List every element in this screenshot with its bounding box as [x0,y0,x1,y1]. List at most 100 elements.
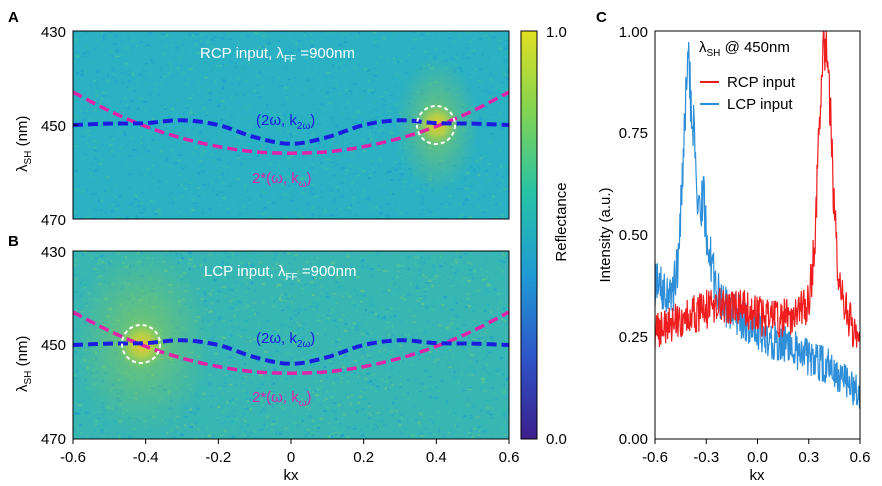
heatmap-noise-cell [287,114,292,117]
heatmap-noise-cell [259,411,263,414]
heatmap-noise-cell [411,388,413,391]
heatmap-noise-cell [273,87,276,90]
heatmap-noise-cell [89,107,92,109]
heatmap-noise-cell [179,165,182,168]
heatmap-noise-cell [391,325,394,328]
heatmap-noise-cell [350,208,353,211]
heatmap-noise-cell [284,427,288,430]
heatmap-noise-cell [247,105,250,107]
heatmap-noise-cell [289,291,292,294]
heatmap-noise-cell [361,256,364,258]
heatmap-noise-cell [109,193,111,196]
heatmap-noise-cell [262,71,266,73]
heatmap-noise-cell [507,169,509,172]
heatmap-noise-cell [210,268,215,270]
heatmap-noise-cell [255,375,258,377]
heatmap-noise-cell [355,269,358,272]
heatmap-noise-cell [279,298,282,300]
heatmap-noise-cell [497,198,499,201]
heatmap-noise-cell [399,433,402,435]
heatmap-noise-cell [331,162,335,164]
heatmap-noise-cell [267,272,270,274]
heatmap-noise-cell [82,152,86,155]
heatmap-noise-cell [506,255,509,257]
heatmap-noise-cell [390,369,393,371]
heatmap-noise-cell [403,181,407,183]
heatmap-noise-cell [370,311,375,314]
heatmap-noise-cell [300,145,305,148]
heatmap-noise-cell [378,184,381,187]
heatmap-noise-cell [111,69,115,71]
heatmap-noise-cell [299,313,303,315]
heatmap-noise-cell [98,199,101,202]
heatmap-noise-cell [371,392,374,394]
heatmap-noise-cell [469,399,472,401]
heatmap-noise-cell [195,135,199,137]
heatmap-noise-cell [265,313,269,315]
heatmap-noise-cell [477,338,480,340]
heatmap-noise-cell [182,113,186,115]
heatmap-noise-cell [230,356,234,359]
heatmap-noise-cell [110,114,114,117]
heatmap-noise-cell [502,96,504,100]
heatmap-noise-cell [370,298,373,301]
heatmap-noise-cell [378,193,380,196]
heatmap-noise-cell [262,407,265,411]
heatmap-noise-cell [453,50,456,53]
heatmap-noise-cell [468,269,472,272]
heatmap-noise-cell [159,206,161,209]
heatmap-noise-cell [326,317,330,319]
heatmap-noise-cell [385,301,389,304]
heatmap-noise-cell [259,374,263,377]
heatmap-noise-cell [344,37,346,39]
heatmap-noise-cell [337,408,339,410]
heatmap-noise-cell [286,137,288,140]
heatmap-noise-cell [431,49,434,51]
heatmap-noise-cell [260,398,263,401]
heatmap-noise-cell [310,69,314,70]
heatmap-noise-cell [252,310,254,312]
heatmap-noise-cell [389,386,393,389]
heatmap-noise-cell [365,67,367,69]
heatmap-noise-cell [380,306,385,310]
heatmap-noise-cell [289,317,293,320]
heatmap-noise-cell [495,41,498,44]
heatmap-noise-cell [116,37,118,39]
heatmap-noise-cell [505,50,508,52]
heatmap-noise-cell [368,357,371,359]
heatmap-noise-cell [241,158,245,161]
heatmap-noise-cell [391,365,393,369]
heatmap-noise-cell [297,308,302,311]
heatmap-noise-cell [361,333,365,336]
heatmap-noise-cell [387,196,389,199]
heatmap-noise-cell [471,339,475,342]
heatmap-noise-cell [398,172,401,174]
heatmap-noise-cell [349,164,353,167]
heatmap-noise-cell [179,174,182,176]
heatmap-noise-cell [360,271,363,273]
heatmap-noise-cell [438,417,440,420]
heatmap-noise-cell [319,404,322,406]
heatmap-noise-cell [468,416,473,419]
heatmap-noise-cell [372,89,375,91]
heatmap-noise-cell [407,379,410,382]
heatmap-noise-cell [109,437,111,439]
heatmap-noise-cell [279,296,282,299]
heatmap-noise-cell [156,178,159,181]
heatmap-noise-cell [178,144,182,147]
heatmap-noise-cell [101,39,103,42]
heatmap-noise-cell [169,170,172,173]
heatmap-noise-cell [224,295,228,297]
heatmap-noise-cell [499,190,501,192]
heatmap-noise-cell [241,437,244,439]
heatmap-noise-cell [456,57,459,60]
heatmap-noise-cell [174,142,178,144]
heatmap-noise-cell [153,193,155,196]
heatmap-noise-cell [312,108,314,110]
heatmap-noise-cell [390,166,393,169]
heatmap-noise-cell [359,297,363,300]
heatmap-noise-cell [305,428,310,431]
heatmap-noise-cell [285,270,289,273]
heatmap-noise-cell [282,370,285,373]
heatmap-noise-cell [302,290,307,293]
